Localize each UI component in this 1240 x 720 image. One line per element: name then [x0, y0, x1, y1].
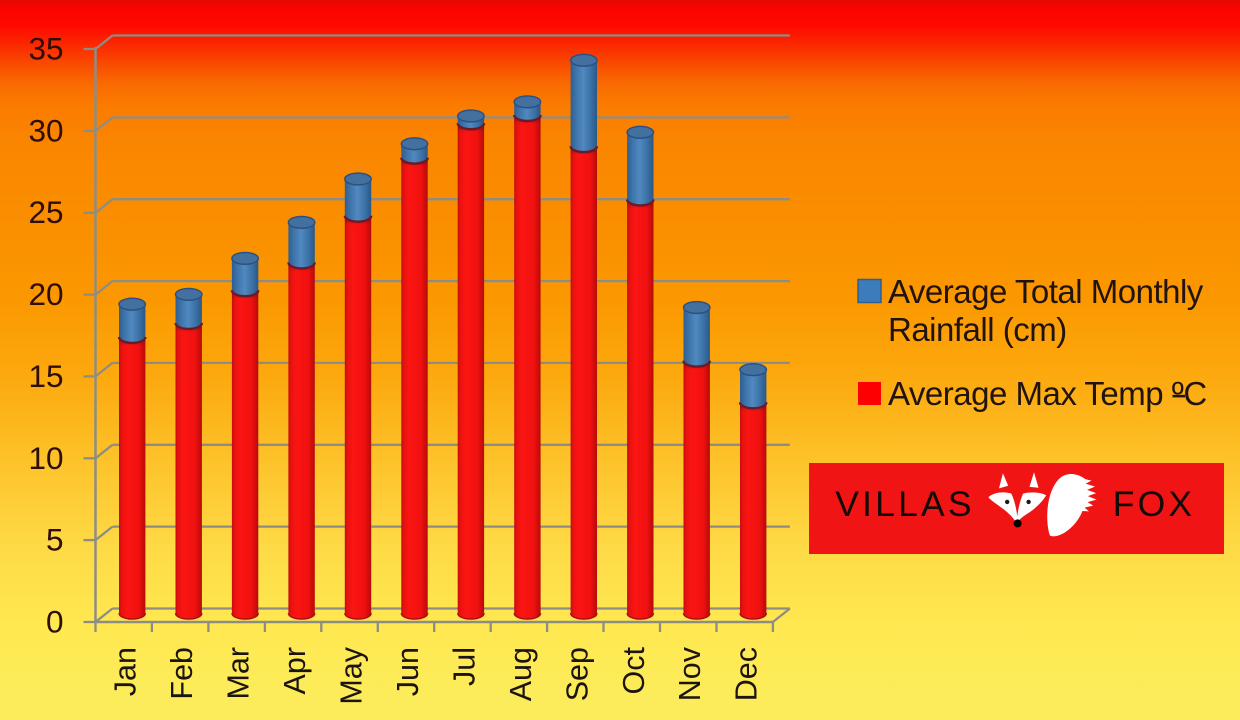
svg-text:May: May: [335, 646, 369, 704]
svg-text:Aug: Aug: [504, 647, 538, 701]
svg-text:Dec: Dec: [730, 647, 764, 701]
svg-text:35: 35: [28, 31, 63, 67]
svg-text:0: 0: [46, 604, 64, 640]
svg-text:Average Max Temp ºC: Average Max Temp ºC: [888, 375, 1207, 412]
svg-text:Feb: Feb: [165, 647, 199, 700]
svg-text:FOX: FOX: [1113, 484, 1196, 524]
svg-text:Jun: Jun: [391, 647, 425, 696]
svg-text:VILLAS: VILLAS: [835, 484, 975, 524]
svg-text:Rainfall (cm): Rainfall (cm): [888, 311, 1067, 348]
svg-text:30: 30: [28, 112, 63, 148]
svg-text:Mar: Mar: [222, 647, 256, 700]
svg-text:Jul: Jul: [447, 647, 481, 686]
svg-text:Jan: Jan: [109, 647, 143, 696]
svg-text:15: 15: [28, 358, 63, 394]
svg-text:Nov: Nov: [673, 646, 707, 701]
svg-text:Average Total Monthly: Average Total Monthly: [888, 273, 1204, 310]
svg-text:20: 20: [28, 276, 63, 312]
svg-text:10: 10: [28, 440, 63, 476]
svg-text:Oct: Oct: [617, 646, 651, 694]
svg-text:25: 25: [28, 194, 63, 230]
svg-text:Sep: Sep: [560, 647, 594, 701]
svg-text:5: 5: [46, 522, 64, 558]
svg-text:Apr: Apr: [278, 647, 312, 694]
